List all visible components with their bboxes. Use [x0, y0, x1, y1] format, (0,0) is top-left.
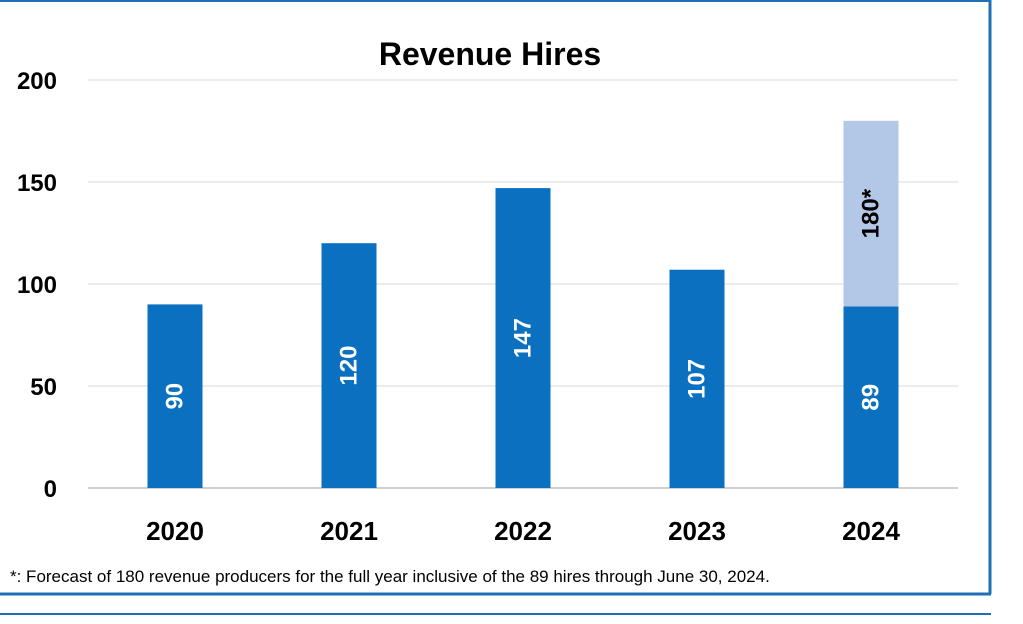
y-tick-label: 100 — [17, 272, 57, 299]
data-label: 107 — [684, 359, 711, 399]
y-tick-label: 50 — [30, 374, 57, 401]
data-label: 90 — [162, 383, 189, 410]
bar — [147, 304, 203, 488]
bar — [669, 269, 725, 488]
bar — [843, 120, 899, 307]
x-tick-label: 2022 — [494, 516, 552, 546]
data-label: 147 — [510, 318, 537, 358]
bar — [843, 306, 899, 488]
chart-title: Revenue Hires — [379, 36, 601, 72]
bar — [321, 243, 377, 488]
footnote: *: Forecast of 180 revenue producers for… — [10, 567, 770, 586]
y-tick-label: 0 — [44, 476, 57, 503]
bars: 90 120 147 107 89 180* — [147, 120, 899, 488]
x-tick-label: 2024 — [842, 516, 900, 546]
y-axis: 0 50 100 150 200 — [17, 68, 57, 503]
bar — [495, 188, 551, 488]
data-label: 89 — [858, 384, 885, 411]
x-tick-label: 2023 — [668, 516, 726, 546]
x-axis: 2020 2021 2022 2023 2024 — [146, 516, 900, 546]
y-tick-label: 150 — [17, 170, 57, 197]
data-label: 120 — [336, 346, 363, 386]
data-label: 180* — [858, 188, 885, 238]
x-tick-label: 2020 — [146, 516, 204, 546]
x-tick-label: 2021 — [320, 516, 378, 546]
y-tick-label: 200 — [17, 68, 57, 95]
